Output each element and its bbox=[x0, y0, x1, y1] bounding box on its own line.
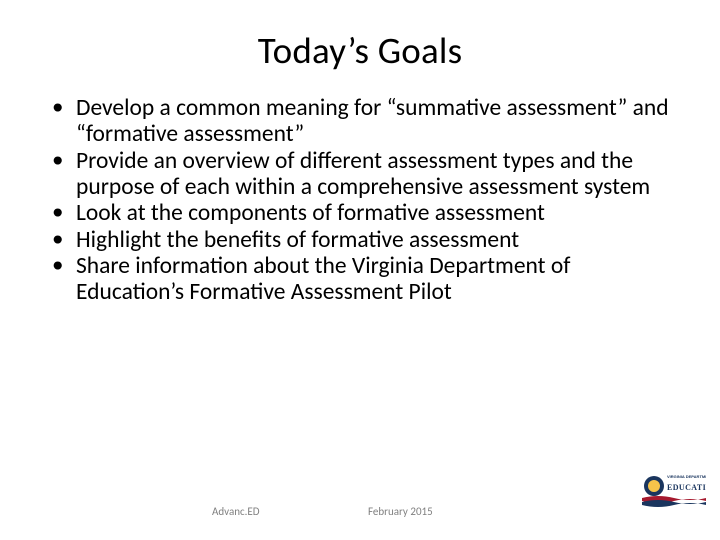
bullet-list: Develop a common meaning for “summative … bbox=[46, 95, 674, 306]
slide-title: Today’s Goals bbox=[46, 28, 674, 73]
bullet-item: Look at the components of formative asse… bbox=[46, 200, 674, 226]
bullet-item: Highlight the benefits of formative asse… bbox=[46, 227, 674, 253]
vdoe-logo-icon: VIRGINIA DEPARTMENT OF EDUCATION bbox=[642, 468, 706, 508]
slide: Today’s Goals Develop a common meaning f… bbox=[0, 0, 720, 540]
svg-text:VIRGINIA DEPARTMENT OF: VIRGINIA DEPARTMENT OF bbox=[667, 474, 706, 479]
bullet-item: Share information about the Virginia Dep… bbox=[46, 253, 674, 306]
footer-right-text: February 2015 bbox=[368, 505, 433, 518]
bullet-item: Provide an overview of different assessm… bbox=[46, 148, 674, 201]
bullet-item: Develop a common meaning for “summative … bbox=[46, 95, 674, 148]
svg-text:EDUCATION: EDUCATION bbox=[667, 483, 706, 492]
footer-left-text: Advanc.ED bbox=[212, 505, 260, 518]
footer: Advanc.ED February 2015 VIRGINIA DEPARTM… bbox=[0, 492, 720, 518]
